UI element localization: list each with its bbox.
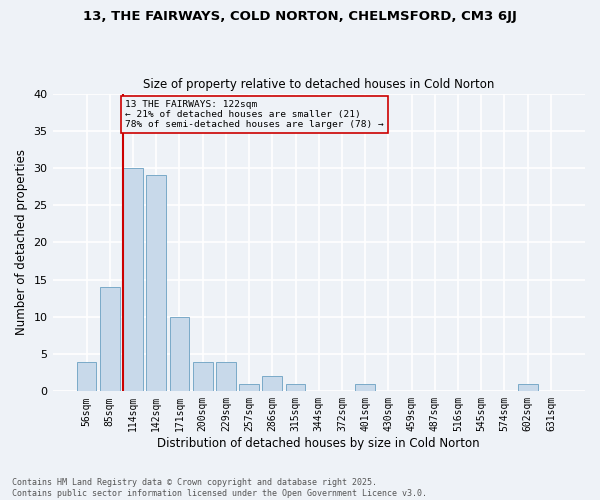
Text: Contains HM Land Registry data © Crown copyright and database right 2025.
Contai: Contains HM Land Registry data © Crown c… [12, 478, 427, 498]
Bar [123, 168, 143, 392]
Title: Size of property relative to detached houses in Cold Norton: Size of property relative to detached ho… [143, 78, 494, 91]
Bar [77, 362, 97, 392]
Bar [146, 176, 166, 392]
Bar [355, 384, 375, 392]
Y-axis label: Number of detached properties: Number of detached properties [15, 150, 28, 336]
Bar [193, 362, 212, 392]
Bar [239, 384, 259, 392]
Bar [100, 287, 119, 392]
Text: 13, THE FAIRWAYS, COLD NORTON, CHELMSFORD, CM3 6JJ: 13, THE FAIRWAYS, COLD NORTON, CHELMSFOR… [83, 10, 517, 23]
Bar [170, 317, 190, 392]
Bar [262, 376, 282, 392]
X-axis label: Distribution of detached houses by size in Cold Norton: Distribution of detached houses by size … [157, 437, 480, 450]
Bar [216, 362, 236, 392]
Bar [286, 384, 305, 392]
Bar [518, 384, 538, 392]
Text: 13 THE FAIRWAYS: 122sqm
← 21% of detached houses are smaller (21)
78% of semi-de: 13 THE FAIRWAYS: 122sqm ← 21% of detache… [125, 100, 384, 130]
